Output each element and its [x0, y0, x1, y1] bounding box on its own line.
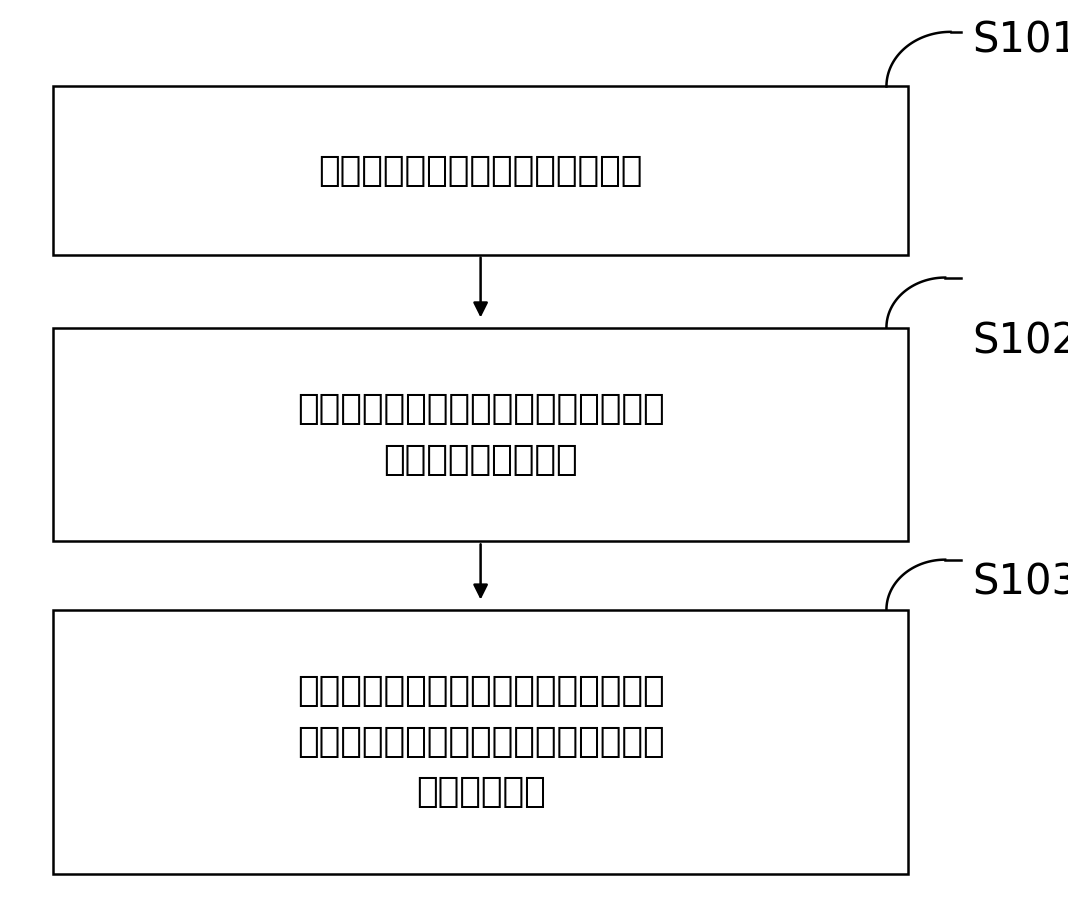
Bar — [53, 86, 908, 255]
Text: 基于循环相关熵谱密度，确定已调信号
的循环相关熵谱特征: 基于循环相关熵谱密度，确定已调信号 的循环相关熵谱特征 — [297, 392, 664, 477]
Text: S101: S101 — [972, 20, 1068, 62]
Text: S103: S103 — [972, 561, 1068, 603]
Text: 获取已调信号的循环相关熵谱密度: 获取已调信号的循环相关熵谱密度 — [318, 154, 643, 187]
Text: 基于循环相关熵谱特征，以及预先训练
的调制方式预测网络模型，确定已谐信
号的调制方式: 基于循环相关熵谱特征，以及预先训练 的调制方式预测网络模型，确定已谐信 号的调制… — [297, 674, 664, 809]
Bar — [53, 328, 908, 541]
Text: S102: S102 — [972, 320, 1068, 362]
Bar — [53, 610, 908, 874]
